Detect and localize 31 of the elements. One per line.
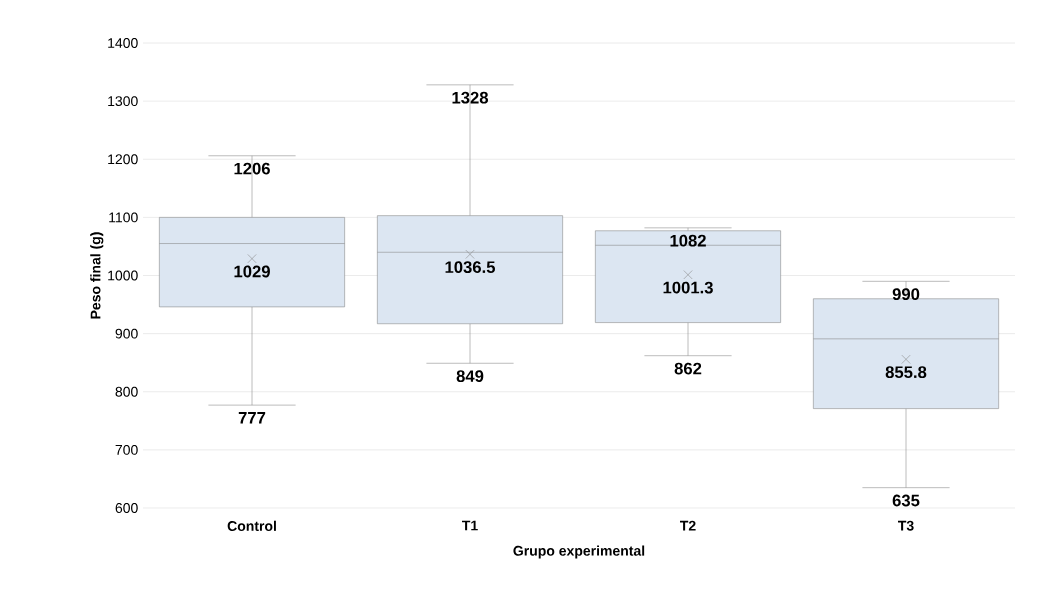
point: [465, 249, 475, 259]
x-tick-label: Control: [227, 520, 276, 531]
y-tick-label: 1000: [108, 270, 138, 281]
annotation: 855.8: [885, 366, 927, 379]
annotation: 1001.3: [663, 281, 713, 294]
annotation: 862: [674, 362, 702, 375]
x-axis-title: Grupo experimental: [513, 545, 645, 559]
annotation: 777: [238, 412, 266, 424]
y-tick-label: 1200: [108, 154, 138, 165]
annotation: 1036.5: [445, 261, 496, 274]
point: [683, 270, 693, 280]
annotation: 990: [892, 288, 920, 301]
y-tick-label: 1100: [109, 212, 138, 223]
y-tick-label: 700: [115, 444, 138, 455]
annotation: 1206: [234, 162, 270, 175]
y-tick-label: 1300: [108, 96, 138, 107]
y-tick-label: 800: [115, 386, 138, 397]
annotation: 1328: [452, 91, 489, 104]
y-tick-label: 1400: [108, 38, 138, 48]
annotation: 635: [892, 494, 920, 507]
annotation: 1029: [234, 265, 270, 278]
annotation: 849: [456, 370, 484, 383]
y-tick-label: 600: [115, 503, 138, 513]
point: [901, 354, 911, 364]
x-tick-label: T2: [680, 520, 696, 531]
x-tick-label: T1: [462, 520, 478, 531]
annotation: 1082: [670, 234, 706, 247]
x-tick-label: T3: [898, 520, 914, 531]
point: [247, 254, 257, 264]
y-tick-label: 900: [115, 328, 138, 339]
y-axis-title: Peso final (g): [90, 232, 104, 319]
